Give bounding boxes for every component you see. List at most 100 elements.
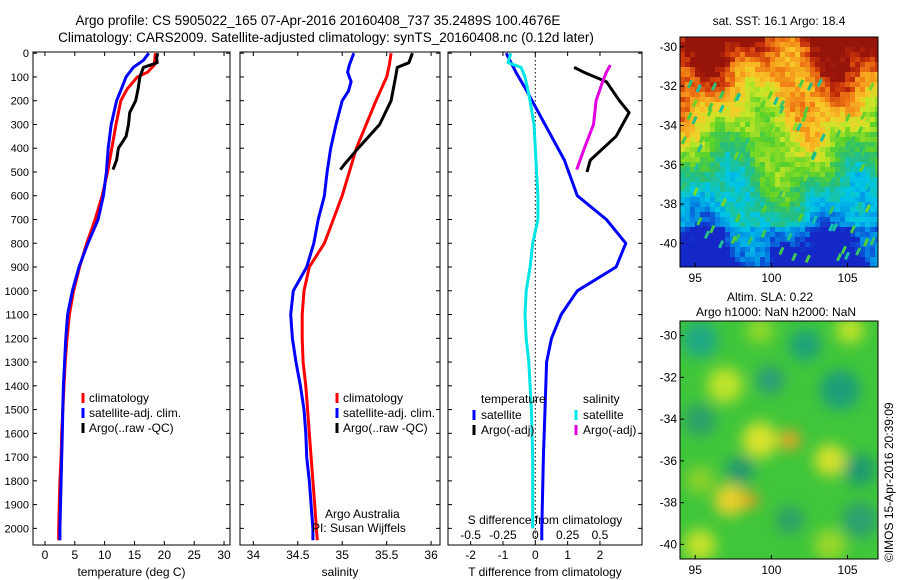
difference-frame bbox=[447, 51, 643, 546]
credit-pi: PI: Susan Wijffels bbox=[312, 521, 406, 535]
credit-org: Argo Australia bbox=[325, 507, 400, 521]
series-line-argo--adj- bbox=[573, 66, 631, 173]
y-tick-label: 200 bbox=[11, 96, 29, 108]
s-diff-tick-label: 0.5 bbox=[592, 528, 609, 542]
temperature-xlabel: temperature (deg C) bbox=[77, 565, 185, 579]
legend-title-salinity: salinity bbox=[583, 392, 620, 406]
legend-label: Argo(-adj) bbox=[583, 423, 636, 437]
difference-xlabel: T difference from climatology bbox=[468, 565, 622, 579]
x-tick-label: -2 bbox=[465, 548, 476, 562]
y-tick-label: 1300 bbox=[5, 357, 29, 369]
x-tick-label: 30 bbox=[217, 548, 231, 562]
map-x-tick-label: 95 bbox=[689, 271, 703, 285]
sst-map-title: sat. SST: 16.1 Argo: 18.4 bbox=[713, 14, 846, 28]
x-tick-label: 35.5 bbox=[375, 548, 399, 562]
salinity-xlabel: salinity bbox=[322, 565, 359, 579]
x-tick-label: 15 bbox=[128, 548, 142, 562]
map-x-tick-label: 95 bbox=[689, 563, 703, 577]
x-tick-label: 10 bbox=[98, 548, 112, 562]
s-diff-tick-label: -0.25 bbox=[489, 528, 517, 542]
legend-label: Argo(..raw -QC) bbox=[343, 421, 428, 435]
legend-label: climatology bbox=[343, 391, 403, 405]
sla-map-axes: 95 100 105 -30 -32 -34 -36 -38 -40 bbox=[660, 329, 858, 577]
map-y-tick-label: -40 bbox=[660, 537, 678, 551]
y-tick-label: 800 bbox=[11, 238, 29, 250]
x-tick-label: 5 bbox=[71, 548, 78, 562]
y-tick-label: 1000 bbox=[5, 286, 29, 298]
s-diff-tick-label: 0 bbox=[532, 528, 539, 542]
map-x-tick-label: 100 bbox=[761, 271, 781, 285]
x-tick-label: 35 bbox=[336, 548, 350, 562]
s-diff-label: S difference from climatology bbox=[468, 513, 623, 527]
x-tick-label: 25 bbox=[188, 548, 202, 562]
temperature-panel: 0100200300400500600700800900100011001200… bbox=[5, 48, 232, 579]
y-tick-label: 2000 bbox=[5, 523, 29, 535]
y-tick-label: 1200 bbox=[5, 333, 29, 345]
y-tick-label: 1900 bbox=[5, 500, 29, 512]
y-tick-label: 0 bbox=[23, 48, 29, 60]
x-tick-label: 34 bbox=[247, 548, 261, 562]
map-y-tick-label: -34 bbox=[660, 412, 678, 426]
s-diff-tick-label: 0.25 bbox=[556, 528, 580, 542]
map-y-tick-label: -30 bbox=[660, 329, 678, 343]
x-tick-label: 2 bbox=[597, 548, 604, 562]
legend-label: Argo(-adj) bbox=[481, 423, 534, 437]
x-tick-label: 34.5 bbox=[286, 548, 310, 562]
legend-label: satellite-adj. clim. bbox=[343, 406, 435, 420]
x-tick-label: 36 bbox=[424, 548, 438, 562]
map-y-tick-label: -32 bbox=[660, 370, 678, 384]
sst-map-axes: 95 100 105 -30 -32 -34 -36 -38 -40 bbox=[660, 40, 858, 285]
y-tick-label: 100 bbox=[11, 72, 29, 84]
legend-label: climatology bbox=[89, 391, 149, 405]
y-tick-label: 1600 bbox=[5, 428, 29, 440]
x-tick-label: 0 bbox=[42, 548, 49, 562]
legend-label: satellite bbox=[481, 408, 522, 422]
series-line-satellite bbox=[504, 52, 628, 541]
map-y-tick-label: -30 bbox=[660, 40, 678, 54]
series-line-climatology bbox=[57, 53, 157, 541]
y-tick-label: 700 bbox=[11, 215, 29, 227]
s-diff-tick-label: -0.5 bbox=[460, 528, 481, 542]
series-line-satellite-adj--clim- bbox=[58, 52, 150, 541]
map-y-tick-label: -40 bbox=[660, 236, 678, 250]
x-tick-label: 20 bbox=[158, 548, 172, 562]
y-tick-label: 1400 bbox=[5, 381, 29, 393]
x-tick-label: 1 bbox=[564, 548, 571, 562]
series-line-satellite bbox=[506, 52, 540, 529]
sla-heatmap bbox=[680, 321, 878, 559]
series-line-argo---raw--qc- bbox=[339, 52, 414, 171]
x-tick-label: -1 bbox=[498, 548, 509, 562]
series-line-satellite-adj--clim- bbox=[289, 52, 356, 541]
imos-stamp: ©IMOS 15-Apr-2016 20:39:09 bbox=[882, 402, 896, 562]
y-tick-label: 1500 bbox=[5, 405, 29, 417]
y-tick-label: 600 bbox=[11, 191, 29, 203]
y-tick-label: 1100 bbox=[5, 310, 29, 322]
difference-panel: -2 -1 0 1 2 T difference from climatology S di… bbox=[447, 51, 643, 579]
sla-map-title-line1: Altim. SLA: 0.22 bbox=[727, 290, 813, 304]
sst-heatmap bbox=[680, 37, 878, 267]
legend-label: satellite-adj. clim. bbox=[89, 406, 181, 420]
map-y-tick-label: -36 bbox=[660, 158, 678, 172]
y-tick-label: 300 bbox=[11, 119, 29, 131]
series-line-argo---raw--qc- bbox=[111, 52, 160, 171]
map-y-tick-label: -34 bbox=[660, 118, 678, 132]
salinity-frame bbox=[239, 51, 441, 546]
y-tick-label: 400 bbox=[11, 143, 29, 155]
map-y-tick-label: -38 bbox=[660, 496, 678, 510]
map-y-tick-label: -32 bbox=[660, 79, 678, 93]
legend-label: Argo(..raw -QC) bbox=[89, 421, 174, 435]
legend-title-temperature: temperature bbox=[481, 392, 546, 406]
figure-title-line1: Argo profile: CS 5905022_165 07-Apr-2016… bbox=[76, 13, 561, 28]
series-line-climatology bbox=[300, 52, 393, 541]
y-tick-label: 900 bbox=[11, 262, 29, 274]
figure-title-line2: Climatology: CARS2009. Satellite-adjuste… bbox=[58, 30, 594, 45]
map-x-tick-label: 100 bbox=[761, 563, 781, 577]
sla-map-frame bbox=[679, 320, 879, 560]
map-y-tick-label: -36 bbox=[660, 454, 678, 468]
sla-map-title-line2: Argo h1000: NaN h2000: NaN bbox=[696, 305, 856, 319]
y-tick-label: 500 bbox=[11, 167, 29, 179]
y-tick-label: 1800 bbox=[5, 476, 29, 488]
map-y-tick-label: -38 bbox=[660, 197, 678, 211]
sst-map-frame bbox=[679, 36, 879, 268]
